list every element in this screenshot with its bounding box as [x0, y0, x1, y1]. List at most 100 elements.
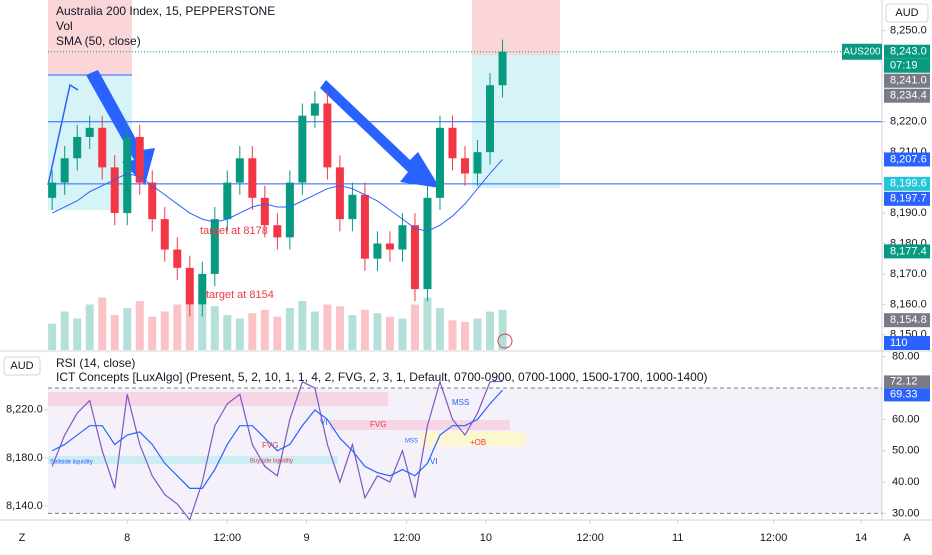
symbol-badge — [842, 43, 882, 60]
countdown: 07:19 — [890, 60, 918, 72]
symbol-label: AUS200 — [843, 46, 881, 57]
candle-body — [423, 197, 432, 290]
candle-body — [335, 167, 344, 220]
price-badge — [884, 244, 930, 259]
volume-bar — [335, 306, 344, 350]
price-badge-label: 8,177.4 — [890, 245, 927, 257]
y-tick-label: 40.00 — [892, 476, 920, 488]
x-tick-label: 12:00 — [393, 532, 421, 544]
volume-bar — [98, 297, 107, 350]
volume-badge-label: 110 — [890, 337, 908, 349]
arrow — [320, 80, 440, 188]
ict-label: Sellside liquidity — [50, 460, 93, 466]
price-badge-label: 8,197.7 — [890, 193, 927, 205]
x-tick-label: 12:00 — [214, 532, 242, 544]
currency-box[interactable] — [885, 3, 929, 23]
volume-bar — [185, 295, 194, 350]
candle-body — [323, 103, 332, 168]
candle-body — [273, 225, 282, 238]
ict-zone — [48, 456, 338, 464]
volume-bar — [160, 311, 169, 350]
stop-zone — [472, 0, 560, 55]
currency-left: AUD — [10, 360, 33, 372]
volume-bar — [248, 313, 257, 350]
volume-bar — [423, 297, 432, 350]
rsi-line — [51, 389, 503, 489]
ict-label: Buyside liquidity — [250, 459, 293, 465]
ict-label: FVG — [370, 420, 386, 429]
zoom-button[interactable]: Z — [19, 532, 26, 544]
ict-legend: ICT Concepts [LuxAlgo] (Present, 5, 2, 1… — [56, 370, 708, 384]
volume-bar — [398, 318, 407, 350]
candle-body — [148, 182, 157, 220]
candle-body — [498, 51, 507, 86]
volume-bar — [348, 315, 357, 350]
value-badge-label: 72.12 — [890, 375, 918, 387]
price-badge — [884, 44, 930, 59]
rsi-legend: RSI (14, close) — [56, 356, 135, 370]
symbol-title: Australia 200 Index, 15, PEPPERSTONE — [56, 4, 275, 18]
arrow — [47, 83, 79, 186]
annotation: target at 8178 — [200, 225, 268, 237]
ict-zone — [330, 420, 510, 430]
x-tick-label: 10 — [480, 532, 492, 544]
y-tick-label: 8,250.0 — [890, 24, 927, 36]
price-badge — [884, 152, 930, 167]
sma-line — [51, 159, 503, 232]
volume-bar — [360, 309, 369, 350]
candle-body — [98, 127, 107, 168]
volume-bar — [173, 304, 182, 350]
x-tick-label: 12:00 — [760, 532, 788, 544]
candle-body — [60, 158, 69, 183]
event-icon[interactable] — [497, 333, 513, 349]
candle-body — [173, 249, 182, 268]
candle-body — [160, 219, 169, 250]
countdown-badge — [884, 58, 930, 73]
y2-tick-label: 8,180.0 — [6, 452, 43, 464]
candle-body — [298, 115, 307, 183]
ict-label: VI — [430, 457, 438, 466]
y-tick-label: 8,190.0 — [890, 207, 927, 219]
volume-bar — [323, 304, 332, 350]
candle-body — [435, 127, 444, 198]
volume-bar — [273, 316, 282, 350]
price-badge-label: 8,243.0 — [890, 46, 927, 58]
candle-body — [135, 136, 144, 183]
candle-body — [210, 219, 219, 274]
candle-body — [235, 158, 244, 183]
candle-body — [248, 158, 257, 198]
candle-body — [473, 152, 482, 174]
price-badge-label: 8,207.6 — [890, 153, 927, 165]
currency-box[interactable] — [3, 356, 41, 376]
volume-bar — [48, 323, 57, 350]
x-tick-label: 11 — [672, 532, 683, 544]
price-badge-label: 8,154.8 — [890, 314, 927, 326]
candle-body — [85, 127, 94, 137]
candle-body — [73, 136, 82, 159]
x-tick-label: 8 — [124, 532, 130, 544]
volume-bar — [135, 301, 144, 350]
volume-bar — [486, 311, 495, 350]
candle-body — [260, 197, 269, 226]
x-tick-label: 9 — [303, 532, 309, 544]
candle-body — [486, 85, 495, 153]
price-badge — [884, 88, 930, 103]
ict-label: +OB — [470, 438, 486, 447]
ict-zone — [420, 432, 525, 446]
volume-bar — [73, 318, 82, 350]
candle-body — [223, 182, 232, 220]
volume-bar — [448, 320, 457, 350]
candle-body — [285, 182, 294, 238]
volume-bar — [123, 308, 132, 350]
candle-body — [110, 167, 119, 214]
volume-bar — [373, 313, 382, 350]
candle-body — [198, 273, 207, 305]
ict-label: MSS — [405, 439, 418, 445]
stop-zone — [48, 0, 132, 75]
candle-body — [410, 225, 419, 290]
auto-scale-button[interactable]: A — [903, 532, 911, 544]
volume-bar — [461, 322, 469, 350]
ict-label: VI — [320, 418, 328, 427]
volume-bar — [223, 315, 232, 350]
currency: AUD — [895, 7, 918, 19]
